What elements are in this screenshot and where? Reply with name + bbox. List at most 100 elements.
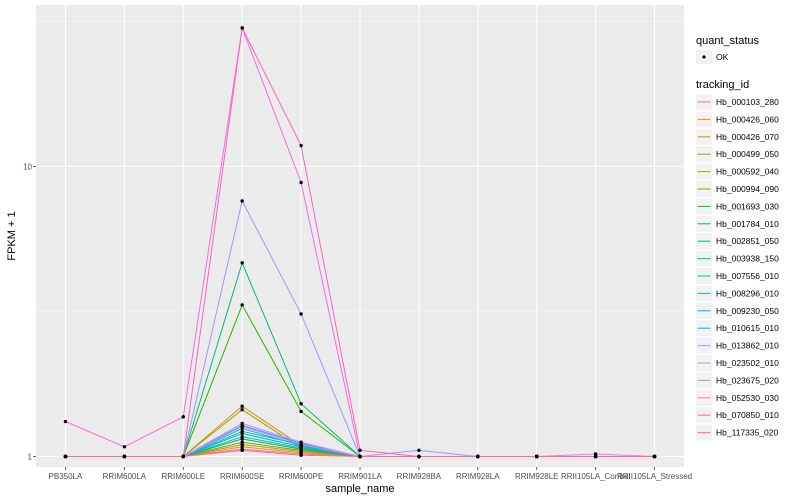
x-tick-label: RRII105LA_Stressed: [617, 472, 692, 481]
x-tick-label: RRIM901LA: [338, 472, 382, 481]
x-tick-label: RRIM600LA: [103, 472, 147, 481]
data-point: [240, 404, 244, 408]
legend-color-entry: Hb_000592_040: [696, 163, 779, 180]
legend-color-label: Hb_023675_020: [716, 375, 779, 385]
legend-color-entry: Hb_008296_010: [696, 285, 779, 302]
legend-color-entry: Hb_003938_150: [696, 250, 779, 267]
legend-shape-label: OK: [716, 52, 729, 62]
data-point: [240, 448, 244, 453]
legend-point-icon: [702, 55, 706, 59]
legend-color-entry: Hb_070850_010: [696, 407, 779, 424]
data-point: [240, 424, 244, 429]
legend-color-entry: Hb_009230_050: [696, 302, 779, 319]
data-point: [240, 199, 244, 203]
legend-color-label: Hb_000426_060: [716, 114, 779, 124]
legend-color-label: Hb_000426_070: [716, 132, 779, 142]
legend-color-label: Hb_010615_010: [716, 323, 779, 333]
y-tick-label: 1: [28, 452, 33, 461]
legend-color-entry: Hb_023502_010: [696, 355, 779, 371]
data-point: [593, 454, 598, 459]
data-points: [63, 26, 657, 459]
legend-color-label: Hb_009230_050: [716, 306, 779, 316]
x-axis-title: sample_name: [325, 483, 394, 495]
data-point: [593, 452, 598, 456]
legend-color-entry: Hb_002851_050: [696, 233, 779, 250]
data-point: [299, 446, 303, 450]
legend-color-entries: Hb_000103_280 Hb_000426_060 Hb_000426_070 H…: [696, 94, 779, 441]
legend-shape-entry: OK: [696, 50, 729, 64]
data-point: [181, 415, 185, 419]
legend-color-label: Hb_117335_020: [716, 428, 779, 438]
data-point: [417, 448, 421, 453]
y-tick-label: 10: [23, 162, 32, 171]
legend-color-entry: Hb_001784_010: [696, 215, 779, 232]
data-point: [299, 312, 303, 316]
legend-color-label: Hb_007556_010: [716, 271, 779, 281]
legend-color-entry: Hb_010615_010: [696, 320, 779, 337]
data-point: [358, 454, 362, 459]
data-point: [63, 454, 68, 459]
data-point: [299, 402, 303, 406]
data-point: [240, 435, 244, 439]
legend-color-entry: Hb_000499_050: [696, 146, 779, 163]
data-point: [652, 454, 657, 459]
x-tick-label: RRIM600PE: [279, 472, 323, 481]
data-point: [476, 454, 480, 459]
x-tick-label: RRIM928BA: [397, 472, 442, 481]
legend-color-label: Hb_008296_010: [716, 288, 779, 298]
x-axis: PB350LA RRIM600LA RRIM600LE RRIM600SE RRIM60…: [49, 467, 692, 481]
legend-color-entry: Hb_001693_030: [696, 198, 779, 215]
legend-color-entry: Hb_052530_030: [696, 389, 779, 406]
legend-color-label: Hb_000994_090: [716, 184, 779, 194]
legend-color-entry: Hb_117335_020: [696, 424, 779, 441]
legend-color-label: Hb_001784_010: [716, 219, 779, 229]
legend-color-label: Hb_001693_030: [716, 201, 779, 211]
legend-color-entry: Hb_000426_060: [696, 111, 779, 128]
data-point: [63, 419, 68, 424]
x-tick-label: PB350LA: [49, 472, 83, 481]
x-tick-label: RRIM928LA: [456, 472, 500, 481]
data-point: [240, 303, 244, 307]
legend-color-label: Hb_000499_050: [716, 149, 779, 159]
x-tick-label: RRIM600SE: [220, 472, 264, 481]
data-point: [122, 454, 127, 459]
legend-color-entry: Hb_013862_010: [696, 337, 779, 354]
legend-color-label: Hb_070850_010: [716, 410, 779, 420]
legend-color-label: Hb_000592_040: [716, 167, 779, 177]
data-point: [240, 429, 244, 434]
legend-color-label: Hb_000103_280: [716, 97, 779, 107]
x-tick-label: RRIM928LE: [515, 472, 559, 481]
legend-color-entry: Hb_000994_090: [696, 181, 779, 197]
legend-shape-title: quant_status: [696, 35, 759, 47]
y-axis: 1 10: [23, 162, 36, 461]
legend-color-entry: Hb_007556_010: [696, 268, 779, 284]
x-tick-label: RRII105LA_Control: [561, 472, 631, 481]
data-point: [299, 442, 303, 447]
data-point: [299, 453, 303, 457]
data-point: [299, 409, 303, 414]
legend-color-entry: Hb_000426_070: [696, 128, 779, 145]
y-axis-title: FPKM + 1: [6, 211, 18, 260]
data-point: [535, 454, 539, 459]
legend-color-entry: Hb_000103_280: [696, 94, 779, 110]
data-point: [299, 143, 303, 148]
x-tick-label: RRIM600LE: [161, 472, 205, 481]
legend-color-label: Hb_002851_050: [716, 236, 779, 246]
legend-color-entry: Hb_023675_020: [696, 372, 779, 389]
legend-color-label: Hb_003938_150: [716, 254, 779, 264]
data-point: [299, 180, 303, 185]
data-point: [240, 421, 244, 426]
legend-color-title: tracking_id: [696, 79, 749, 91]
data-point: [181, 454, 185, 459]
data-point: [122, 445, 127, 449]
data-point: [240, 407, 244, 412]
data-point: [240, 26, 244, 30]
data-point: [240, 261, 244, 265]
legend-color-label: Hb_013862_010: [716, 341, 779, 351]
data-point: [358, 448, 362, 453]
grid-lines: [36, 5, 684, 467]
data-point: [417, 454, 421, 459]
data-point: [240, 440, 244, 444]
legend-color-label: Hb_023502_010: [716, 358, 779, 368]
